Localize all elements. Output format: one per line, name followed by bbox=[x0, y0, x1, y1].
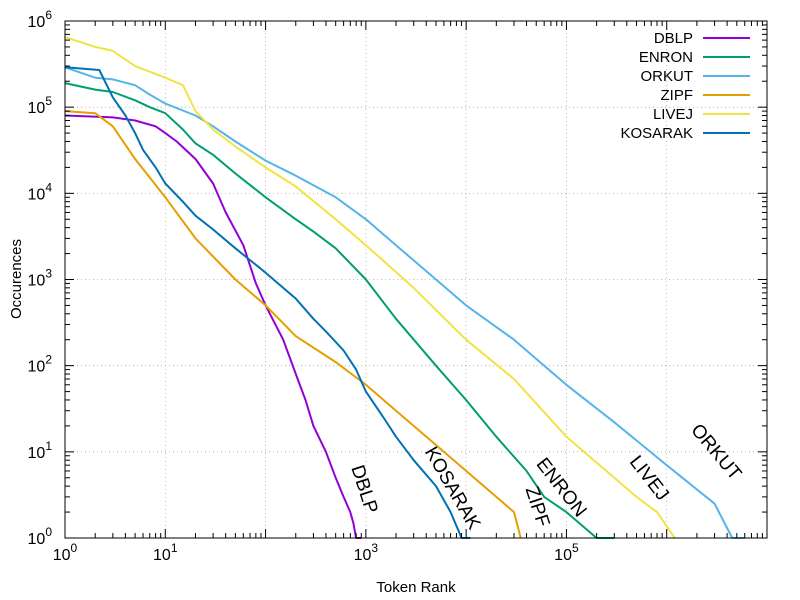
x-tick-label: 105 bbox=[554, 541, 579, 564]
series-line-livej bbox=[64, 36, 676, 539]
series-line-zipf bbox=[64, 110, 522, 539]
legend-label-kosarak: KOSARAK bbox=[620, 125, 693, 142]
series-lines bbox=[64, 36, 745, 539]
legend-label-dblp: DBLP bbox=[654, 30, 693, 47]
inline-label-orkut: ORKUT bbox=[686, 420, 745, 485]
legend-label-zipf: ZIPF bbox=[661, 87, 694, 104]
y-tick-label: 102 bbox=[28, 353, 53, 376]
legend-label-orkut: ORKUT bbox=[641, 68, 694, 85]
series-line-enron bbox=[64, 82, 615, 539]
x-axis-ticks: 100 101 103 105 bbox=[53, 21, 763, 564]
x-tick-label: 103 bbox=[354, 541, 379, 564]
y-tick-label: 104 bbox=[28, 180, 53, 203]
y-tick-label: 101 bbox=[28, 439, 53, 462]
y-tick-label: 103 bbox=[28, 267, 53, 290]
x-tick-label: 100 bbox=[53, 541, 78, 564]
y-tick-label: 100 bbox=[28, 525, 53, 548]
legend-label-livej: LIVEJ bbox=[653, 106, 693, 123]
legend: DBLP ENRON ORKUT ZIPF LIVEJ KOSARAK bbox=[620, 30, 750, 142]
series-line-kosarak bbox=[64, 66, 471, 539]
y-tick-label: 105 bbox=[28, 94, 53, 117]
y-axis-label: Occurences bbox=[8, 239, 25, 319]
series-line-dblp bbox=[64, 114, 362, 539]
inline-label-livej: LIVEJ bbox=[625, 452, 673, 505]
inline-label-kosarak: KOSARAK bbox=[420, 443, 484, 533]
y-tick-label: 106 bbox=[28, 8, 53, 31]
x-tick-label: 101 bbox=[153, 541, 178, 564]
legend-label-enron: ENRON bbox=[639, 49, 693, 66]
x-axis-label: Token Rank bbox=[376, 579, 456, 596]
series-line-orkut bbox=[64, 66, 745, 539]
inline-label-dblp: DBLP bbox=[346, 463, 381, 517]
inline-label-zipf: ZIPF bbox=[521, 484, 554, 530]
y-axis-ticks: 100 101 102 103 104 105 106 bbox=[28, 8, 767, 548]
